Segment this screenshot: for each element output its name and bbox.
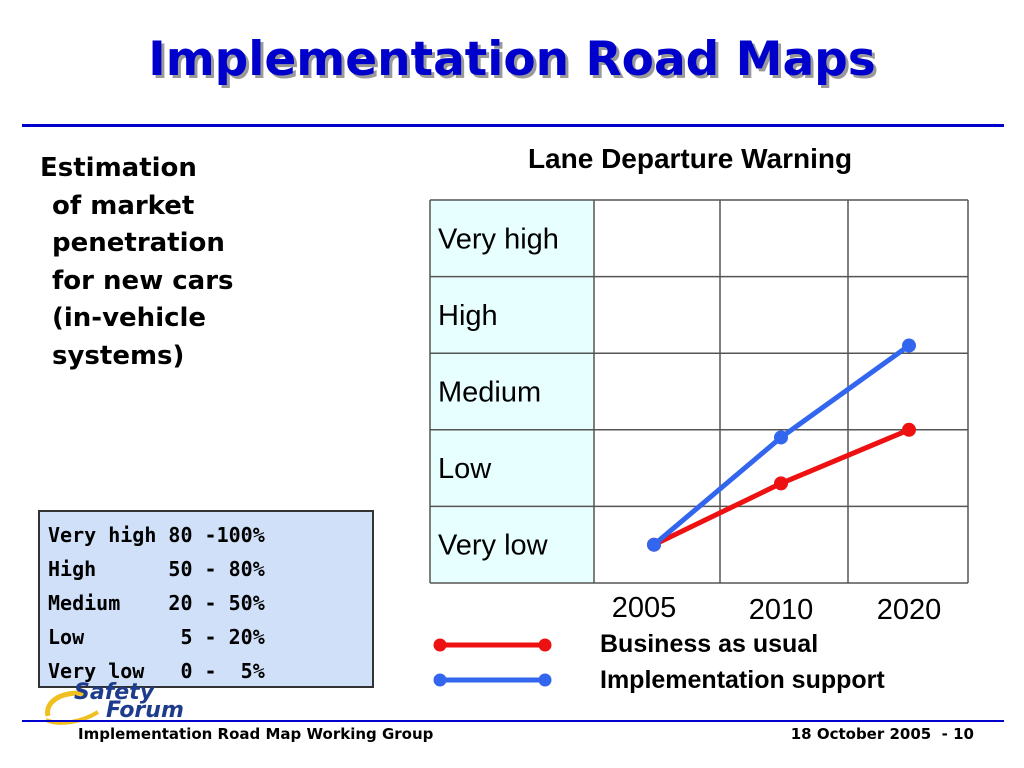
y-level-label: Very high: [438, 223, 559, 255]
scale-legend-row: Very low 0 - 5%: [48, 659, 265, 683]
y-level-label: Low: [438, 453, 492, 485]
penetration-chart: Very high High Medium Low Very low 2005 2010 20…: [429, 199, 969, 687]
series-legend-label: Implementation support: [600, 666, 885, 694]
x-tick-label: 2010: [749, 594, 814, 626]
chart-title: Lane Departure Warning: [527, 143, 853, 174]
x-tick-label: 2005: [612, 592, 677, 624]
description-line: systems): [52, 340, 185, 371]
scale-legend-box: Very high 80 -100% High 50 - 80% Medium …: [38, 510, 374, 688]
title-divider: [22, 124, 1004, 127]
row-label-column: [430, 200, 594, 583]
logo-text-line2: Forum: [106, 698, 184, 723]
chart-description: Estimation of market penetration for new…: [40, 150, 300, 375]
logo-text-line1: Safety: [74, 680, 155, 705]
description-line: for new cars: [52, 265, 234, 296]
scale-legend-row: High 50 - 80%: [48, 557, 265, 581]
safety-forum-logo: Safety Forum: [42, 680, 232, 725]
scale-legend-row: Medium 20 - 50%: [48, 591, 265, 615]
data-point: [647, 537, 661, 552]
footer-group-name: Implementation Road Map Working Group: [78, 725, 434, 743]
footer-date-page: 18 October 2005 - 10: [790, 725, 974, 743]
data-point: [902, 338, 916, 353]
y-level-label: Medium: [438, 377, 541, 409]
description-line: (in-vehicle: [52, 303, 207, 333]
y-level-label: Very low: [438, 530, 549, 562]
data-point: [774, 476, 788, 491]
data-point: [774, 430, 788, 445]
description-line: penetration: [52, 228, 225, 258]
legend-swatch-dot: [433, 673, 447, 687]
legend-swatch-dot: [433, 638, 447, 652]
legend-swatch-dot: [538, 673, 552, 687]
data-point: [902, 422, 916, 437]
footer-divider: [22, 720, 1004, 722]
slide-title: Implementation Road Maps: [148, 32, 876, 87]
x-tick-label: 2020: [877, 594, 942, 626]
description-line: of market: [52, 190, 195, 221]
series-legend: Business as usual Implementation support: [600, 626, 885, 698]
legend-swatch-dot: [538, 638, 552, 652]
series-legend-label: Business as usual: [600, 630, 819, 658]
scale-legend-row: Low 5 - 20%: [48, 625, 265, 649]
scale-legend-row: Very high 80 -100%: [48, 523, 265, 547]
y-level-label: High: [438, 300, 498, 332]
description-line: Estimation: [40, 153, 197, 183]
